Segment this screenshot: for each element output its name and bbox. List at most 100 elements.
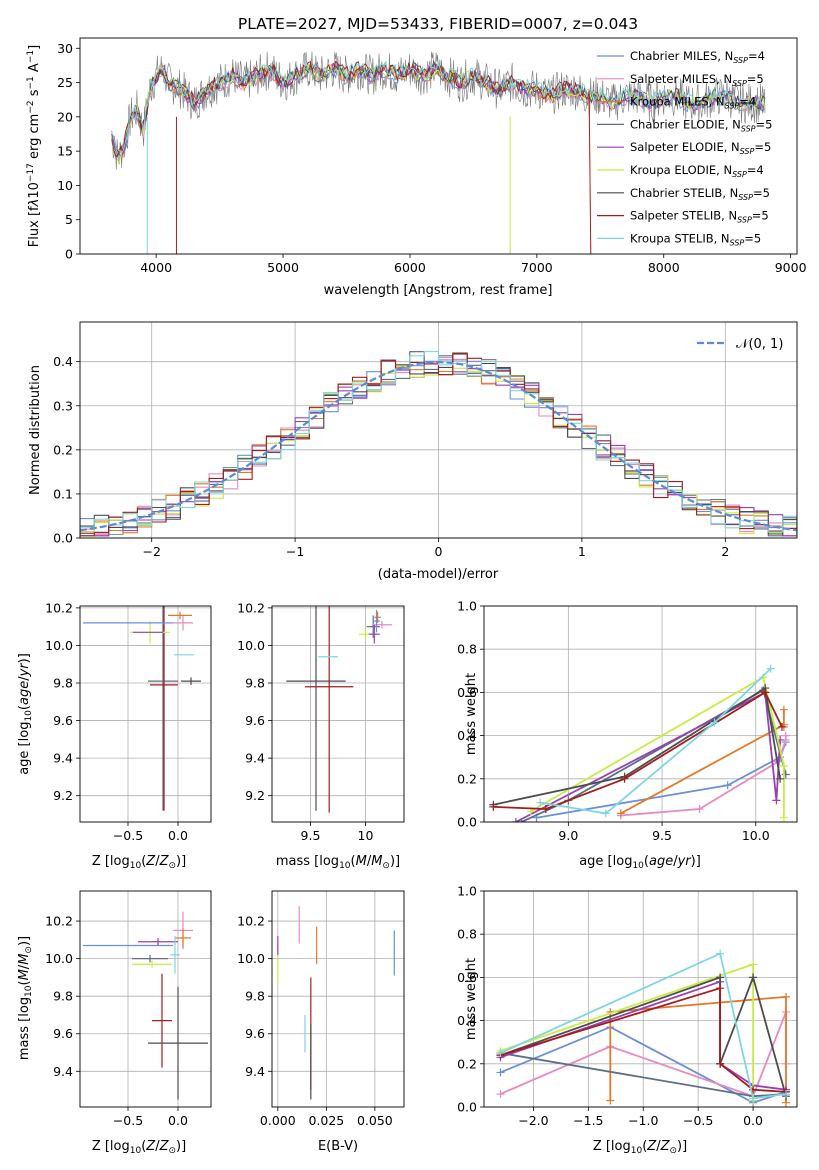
x-tick-label: −1 — [286, 544, 304, 559]
data-point — [779, 813, 788, 822]
axes-frame — [79, 605, 212, 823]
data-point — [778, 722, 787, 731]
weight-line — [620, 735, 787, 817]
data-point — [716, 973, 725, 982]
weight-line — [500, 963, 754, 1101]
gridlines — [484, 890, 797, 1108]
data-point — [710, 718, 719, 727]
y-tick-label: 1.0 — [457, 884, 477, 899]
x-tick-label: 9000 — [775, 260, 807, 275]
data-point — [616, 809, 625, 818]
y-tick-label: 25 — [57, 75, 73, 90]
x-tick-label: 9.5 — [301, 828, 321, 843]
panel-weight-vs-Z: −2.0 −1.5 −1.0 −0.5 0.0 0.0 0.2 0.4 0.6 0.8 1.0 — [457, 884, 798, 1128]
gridlines — [80, 606, 211, 822]
y-tick-label: 10.0 — [45, 951, 73, 966]
y-tick-label: 10 — [57, 178, 73, 193]
axes-frame — [271, 605, 405, 823]
weight-line — [500, 1026, 787, 1104]
data-point — [766, 664, 775, 673]
weight-line — [530, 675, 785, 818]
data-point — [749, 973, 758, 982]
data-point — [772, 796, 781, 805]
x-tick-label: 0 — [435, 544, 443, 559]
y-axis-label: Normed distribution — [28, 365, 43, 495]
data-point — [695, 805, 704, 814]
weight-line — [620, 709, 785, 815]
data-point — [761, 688, 770, 697]
model-spectrum-line — [111, 60, 766, 154]
y-tick-label: 0.8 — [457, 927, 477, 942]
y-tick-label: 0.0 — [457, 1100, 477, 1115]
x-tick-label: 0.0 — [168, 1113, 188, 1128]
data-point — [716, 1059, 725, 1068]
y-tick-label: 10.0 — [45, 638, 73, 653]
data-point — [776, 774, 785, 783]
x-tick-label: 0.000 — [260, 1113, 296, 1128]
gridlines — [272, 891, 404, 1107]
x-tick-label: −1.5 — [573, 1113, 603, 1128]
data-point — [779, 761, 788, 770]
data-point — [620, 774, 629, 783]
axes-frame — [271, 890, 405, 1108]
histogram-step — [80, 351, 797, 537]
y-tick-label: 0.2 — [457, 1056, 477, 1071]
plot-area — [80, 351, 797, 537]
weight-line — [515, 690, 781, 822]
y-tick-label: 9.6 — [53, 713, 73, 728]
y-tick-label: 10.2 — [45, 600, 73, 615]
x-axis-label: (data-model)/error — [378, 567, 499, 582]
y-tick-label: 15 — [57, 144, 73, 159]
y-tick-label: 10.0 — [237, 638, 265, 653]
y-tick-label: 9.6 — [245, 1026, 265, 1041]
plot-area — [83, 606, 201, 811]
y-tick-label: 9.8 — [53, 676, 73, 691]
data-point — [541, 805, 550, 814]
weight-line — [521, 688, 787, 822]
axes-frame — [79, 321, 798, 539]
y-axis-label: age [log10(age/yr)] — [17, 653, 34, 775]
x-tick-label: 9.0 — [558, 828, 578, 843]
y-tick-label: 1.0 — [457, 599, 477, 614]
x-tick-label: 5000 — [267, 260, 299, 275]
x-tick-label: −0.5 — [113, 1113, 143, 1128]
y-axis-label: mass weight — [464, 958, 479, 1040]
model-spectrum-line — [111, 62, 766, 166]
x-tick-label: 0.050 — [357, 1113, 393, 1128]
x-axis-label: wavelength [Angstrom, rest frame] — [324, 283, 553, 298]
x-tick-label: −2.0 — [518, 1113, 548, 1128]
y-tick-label: 9.2 — [53, 788, 73, 803]
weight-line — [500, 952, 787, 1100]
x-axis-label: Z [log10(Z/Z⊙)] — [92, 854, 186, 871]
data-point — [782, 1090, 791, 1099]
y-tick-label: 9.8 — [53, 989, 73, 1004]
y-tick-label: 10.2 — [237, 914, 265, 929]
y-tick-label: 0.4 — [457, 728, 477, 743]
x-tick-label: 0.0 — [168, 828, 188, 843]
y-tick-label: 9.4 — [245, 1064, 265, 1079]
data-point — [606, 1096, 615, 1105]
figure-title: PLATE=2027, MJD=53433, FIBERID=0007, z=0… — [238, 15, 638, 33]
panel-spectrum: 4000 5000 6000 7000 8000 9000 0 5 10 15 20 25 30 — [57, 37, 807, 275]
y-tick-label: 9.8 — [245, 989, 265, 1004]
data-point — [536, 798, 545, 807]
y-tick-label: 0.8 — [457, 642, 477, 657]
legend: Chabrier MILES, NSSP=4 Salpeter MILES, NS… — [597, 49, 772, 247]
x-tick-label: 4000 — [140, 260, 172, 275]
y-tick-label: 9.4 — [53, 1064, 73, 1079]
y-tick-label: 0.3 — [53, 398, 73, 413]
weight-line — [609, 995, 787, 1103]
y-axis-label: Flux [fλ10−17 erg cm−2 s−1 A−1] — [26, 45, 42, 247]
x-tick-label: 8000 — [648, 260, 680, 275]
y-tick-label: 9.8 — [245, 676, 265, 691]
data-point — [496, 1068, 505, 1077]
data-point — [749, 1094, 758, 1103]
y-tick-label: 0.6 — [457, 685, 477, 700]
data-point — [781, 731, 790, 740]
x-tick-label: −2 — [142, 544, 160, 559]
data-point — [781, 770, 790, 779]
y-tick-label: 0.0 — [457, 815, 477, 830]
data-point — [489, 802, 498, 811]
weight-line — [493, 686, 781, 806]
